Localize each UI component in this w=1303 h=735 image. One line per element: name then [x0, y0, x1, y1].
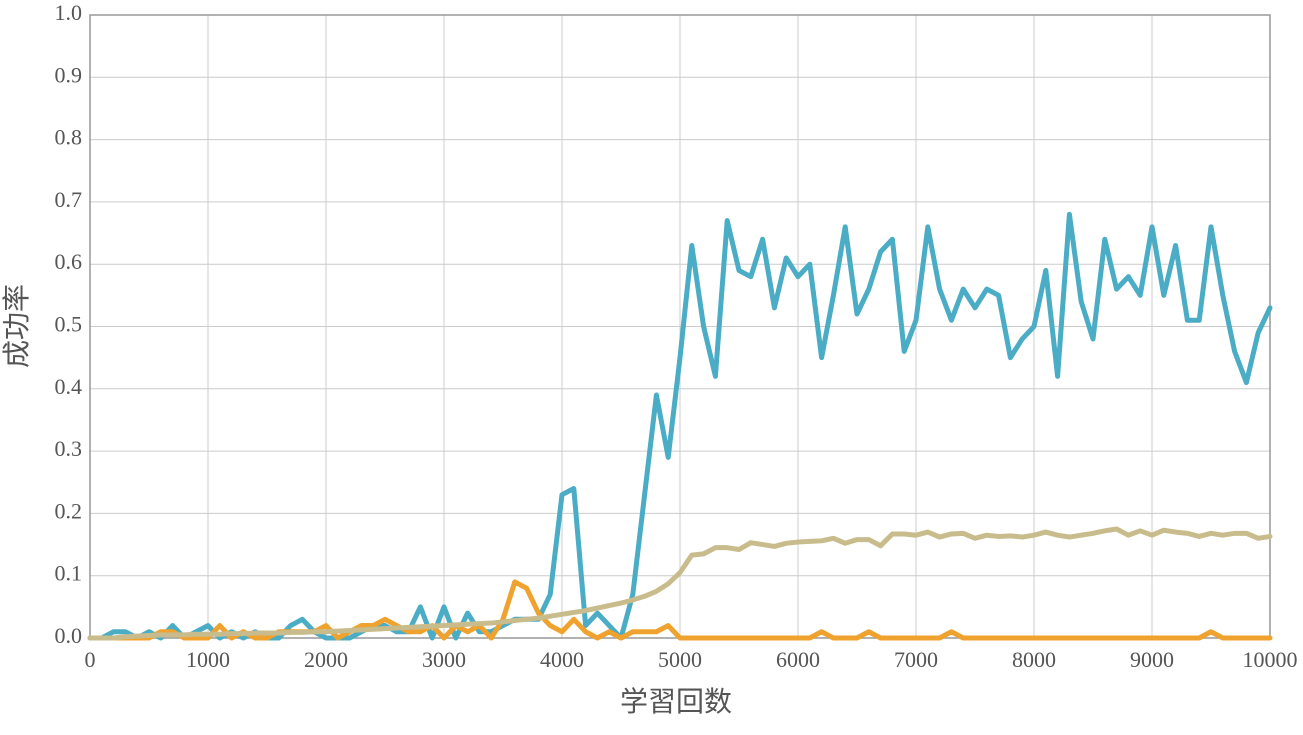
y-tick-label: 0.3 [55, 436, 83, 461]
x-tick-label: 5000 [658, 647, 702, 672]
x-tick-label: 2000 [304, 647, 348, 672]
y-tick-label: 0.2 [55, 498, 83, 523]
y-tick-label: 0.4 [55, 374, 83, 399]
y-tick-label: 0.7 [55, 187, 83, 212]
lines [87, 211, 1273, 641]
y-tick-label: 0.8 [55, 125, 83, 150]
x-tick-label: 8000 [1012, 647, 1056, 672]
x-tick-label: 1000 [186, 647, 230, 672]
x-axis-title: 学習回数 [620, 685, 732, 718]
y-tick-label: 0.1 [55, 561, 83, 586]
x-tick-label: 6000 [776, 647, 820, 672]
x-tick-label: 7000 [894, 647, 938, 672]
x-tick-label: 3000 [422, 647, 466, 672]
x-tick-label: 0 [85, 647, 96, 672]
y-tick-label: 0.5 [55, 312, 83, 337]
series-line [87, 526, 1273, 641]
x-tick-label: 10000 [1243, 647, 1298, 672]
x-tick-label: 4000 [540, 647, 584, 672]
y-tick-label: 0.6 [55, 249, 83, 274]
y-tick-label: 0.0 [55, 623, 83, 648]
y-axis-title: 成功率 [0, 284, 33, 368]
y-tick-label: 1.0 [55, 0, 83, 25]
y-tick-label: 0.9 [55, 62, 83, 87]
x-tick-label: 9000 [1130, 647, 1174, 672]
